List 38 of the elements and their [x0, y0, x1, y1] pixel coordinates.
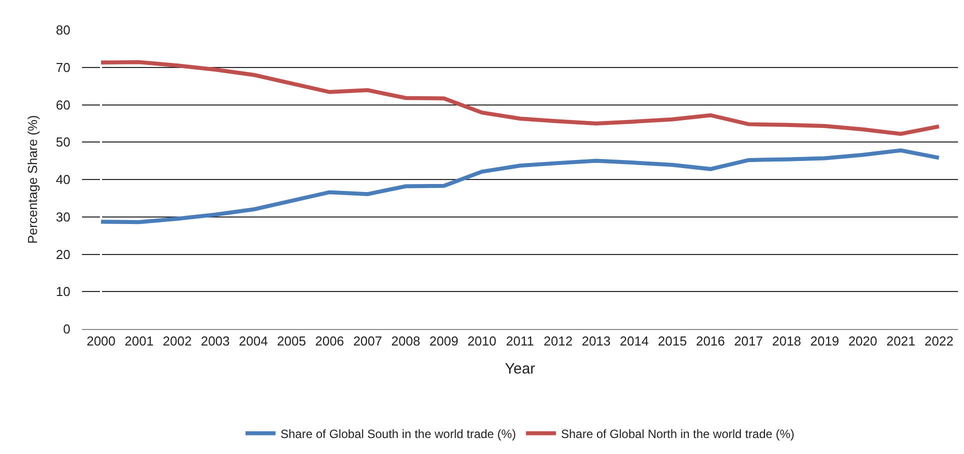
line-series	[99, 60, 941, 136]
x-tick-label: 2020	[848, 334, 878, 349]
legend-label: Share of Global North in the world trade (%)	[560, 426, 794, 441]
x-tick-label: 2012	[544, 334, 573, 349]
x-tick-label: 2011	[506, 334, 534, 349]
x-tick-label: 2002	[162, 334, 192, 349]
x-tick-label: 2001	[124, 334, 154, 349]
x-tick-label: 2007	[353, 334, 382, 349]
x-axis-title: Year	[504, 360, 536, 378]
y-axis-title: Percentage Share (%)	[24, 115, 40, 244]
y-tick-label: 20	[56, 246, 70, 262]
x-tick-label: 2014	[620, 334, 649, 349]
x-tick-label: 2013	[582, 334, 611, 349]
x-tick-label: 2004	[238, 334, 268, 349]
x-tick-label: 2000	[86, 334, 116, 349]
x-tick-label: 2008	[391, 334, 420, 349]
x-tick-label: 2005	[277, 334, 306, 349]
legend-label: Share of Global South in the world trade (%)	[280, 426, 516, 441]
x-tick-label: 2022	[924, 334, 954, 349]
x-tick-label: 2018	[772, 334, 802, 349]
y-tick-label: 50	[56, 134, 70, 150]
y-tick-label: 70	[56, 60, 70, 75]
x-tick-label: 2017	[734, 334, 763, 349]
y-tick-label: 10	[56, 284, 70, 300]
x-tick-label: 2015	[658, 334, 687, 349]
x-tick-label: 2010	[467, 334, 496, 349]
x-tick-label: 2016	[696, 334, 725, 349]
y-tick-label: 60	[56, 97, 70, 112]
y-tick-label: 80	[56, 22, 70, 38]
y-tick-label: 0	[63, 322, 70, 337]
line-series	[99, 148, 941, 224]
x-tick-label: 2009	[429, 334, 458, 349]
x-tick-label: 2021	[886, 334, 916, 349]
x-tick-label: 2003	[200, 334, 230, 349]
y-tick-label: 30	[56, 209, 70, 224]
y-tick-label: 40	[56, 172, 70, 188]
x-tick-label: 2006	[315, 334, 344, 349]
x-tick-label: 2019	[810, 334, 840, 349]
